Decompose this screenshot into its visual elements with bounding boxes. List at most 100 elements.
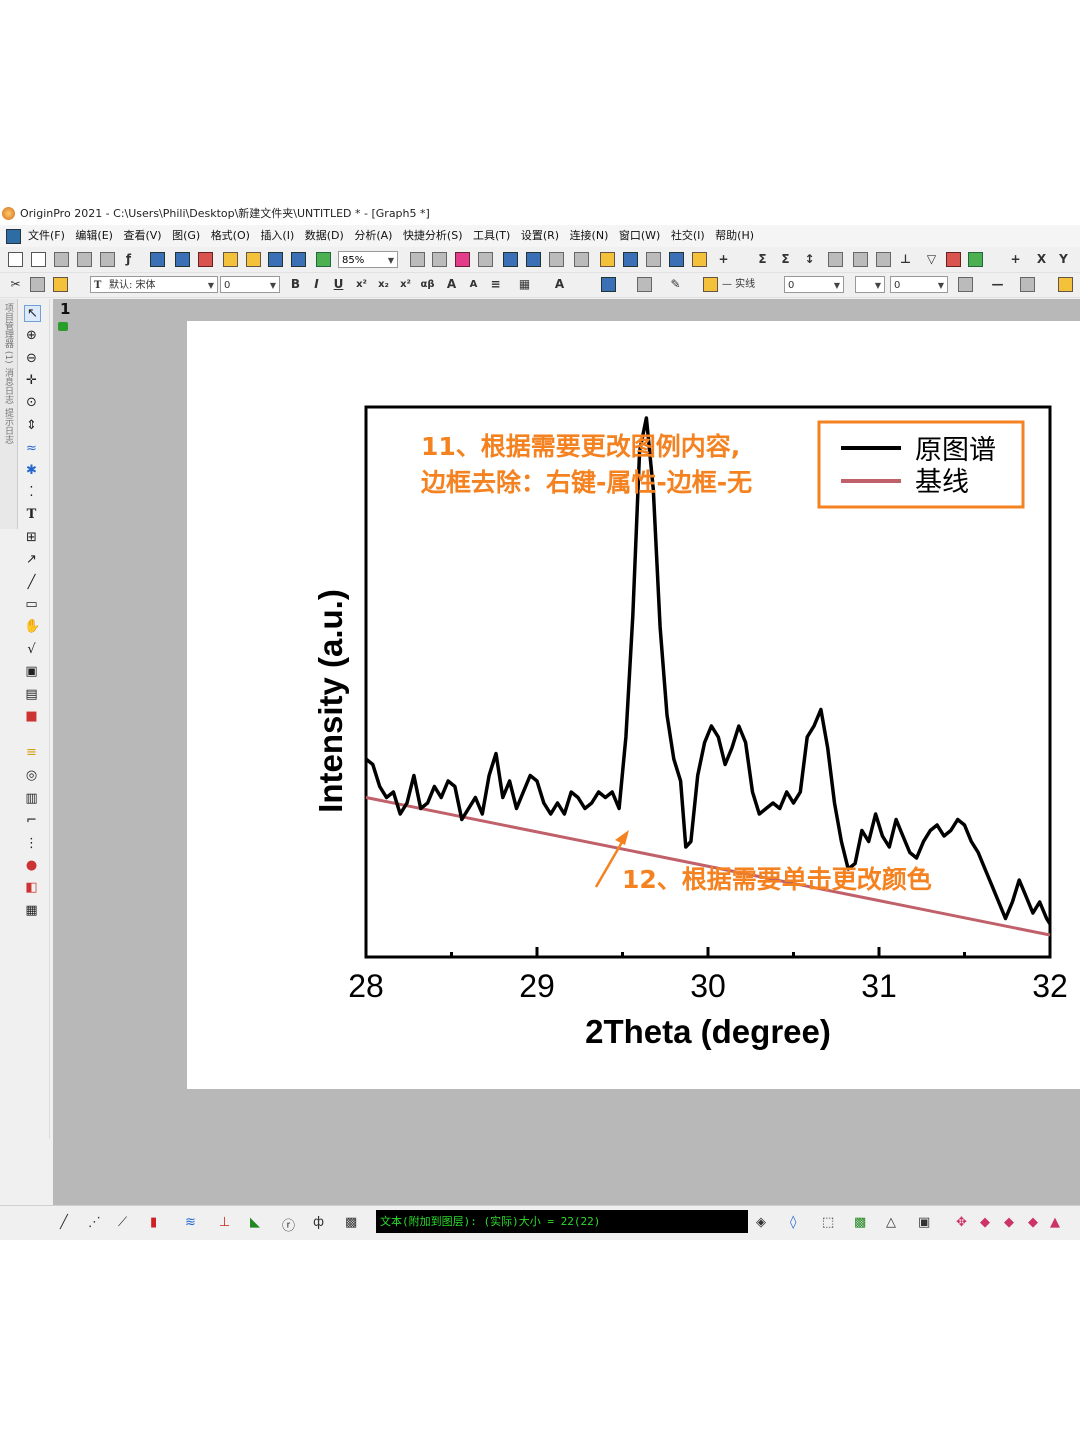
polar-plot-icon[interactable]: ⓡ xyxy=(282,1219,296,1234)
zoom-in-icon[interactable]: ⊕ xyxy=(26,328,37,343)
font-select[interactable]: T 默认: 宋体 ▼ xyxy=(90,276,218,293)
3d-plot-icon[interactable]: ◈ xyxy=(756,1215,766,1230)
menu-tools[interactable]: 工具(T) xyxy=(473,229,511,242)
line-tool-icon[interactable]: ╱ xyxy=(27,575,36,590)
scale-bar-icon[interactable]: ▥ xyxy=(25,791,38,806)
line-style-select[interactable]: — 实线 xyxy=(722,276,780,293)
cut-icon[interactable]: ✂ xyxy=(10,277,21,291)
sort-icon[interactable]: ↕ xyxy=(804,252,815,266)
copy-icon[interactable] xyxy=(30,277,45,292)
recalculate-icon[interactable] xyxy=(316,252,331,267)
image-plot-icon[interactable]: ▣ xyxy=(918,1215,931,1230)
insert-equation-icon[interactable]: √ xyxy=(27,642,36,657)
pattern-icon[interactable] xyxy=(637,277,652,292)
annotation-arrow[interactable] xyxy=(594,830,629,888)
insert-graph-icon[interactable]: ▣ xyxy=(25,664,38,679)
save-window-icon[interactable] xyxy=(291,252,306,267)
brightness-icon[interactable] xyxy=(703,277,718,292)
insert-image-icon[interactable]: ▤ xyxy=(25,687,38,702)
new-matrix-icon[interactable] xyxy=(77,252,92,267)
menu-view[interactable]: 查看(V) xyxy=(123,229,162,242)
add-column-icon[interactable]: + xyxy=(718,252,729,266)
clear-filter-icon[interactable] xyxy=(946,252,961,267)
italic-icon[interactable]: I xyxy=(314,277,319,291)
multi-curve-icon[interactable]: ≋ xyxy=(185,1215,196,1230)
print-icon[interactable] xyxy=(410,252,425,267)
new-project-icon[interactable] xyxy=(8,252,23,267)
new-notes-icon[interactable] xyxy=(175,252,190,267)
notes-icon[interactable] xyxy=(669,252,684,267)
tilt-icon[interactable]: ◆ xyxy=(1004,1215,1014,1230)
color-select[interactable]: ▼ xyxy=(855,276,885,293)
legend-box[interactable] xyxy=(817,420,1025,509)
fill-color-icon[interactable] xyxy=(601,277,616,292)
function-graph-icon[interactable]: ƒ xyxy=(125,252,132,266)
underline-icon[interactable]: U xyxy=(333,277,344,291)
series-baseline-line[interactable] xyxy=(365,796,1051,937)
data-selector-icon[interactable]: ⇕ xyxy=(26,418,37,433)
mask-points-icon[interactable]: ✱ xyxy=(26,463,37,478)
column-icon[interactable] xyxy=(478,252,493,267)
new-function-icon[interactable] xyxy=(198,252,213,267)
tree-icon[interactable]: ⊥ xyxy=(900,252,911,266)
rescale-icon[interactable]: ◧ xyxy=(25,880,38,895)
results-log-icon[interactable] xyxy=(526,252,541,267)
set-filter-icon[interactable] xyxy=(968,252,983,267)
regional-mask-icon[interactable]: ⁚ xyxy=(29,485,34,500)
subscript-icon[interactable]: x₂ xyxy=(378,279,389,290)
area-plot-icon[interactable]: ◣ xyxy=(250,1215,260,1230)
menu-graph[interactable]: 图(G) xyxy=(172,229,201,242)
screen-reader-icon[interactable]: ✛ xyxy=(26,373,37,388)
column-chart-icon[interactable] xyxy=(828,252,843,267)
messages-log-tab[interactable]: 消息日志 xyxy=(3,367,13,404)
greek-icon[interactable]: αβ xyxy=(420,279,435,290)
draw-data-icon[interactable]: ≈ xyxy=(26,441,37,456)
table-grid-icon[interactable]: ▦ xyxy=(25,903,38,918)
new-folder-icon[interactable] xyxy=(31,252,46,267)
open-template-icon[interactable] xyxy=(246,252,261,267)
lock-icon[interactable] xyxy=(58,322,68,331)
border-icon[interactable]: ▦ xyxy=(518,277,531,291)
menu-format[interactable]: 格式(O) xyxy=(210,229,250,242)
filter-icon[interactable]: ▽ xyxy=(926,252,937,266)
bar-chart-icon[interactable] xyxy=(853,252,868,267)
table-icon[interactable] xyxy=(646,252,661,267)
menu-window[interactable]: 窗口(W) xyxy=(618,229,661,242)
new-workbook-icon[interactable] xyxy=(54,252,69,267)
refresh-icon[interactable] xyxy=(432,252,447,267)
add-table-icon[interactable]: ⊞ xyxy=(26,530,37,545)
tilt-right-icon[interactable]: ◆ xyxy=(1028,1215,1038,1230)
menu-insert[interactable]: 插入(I) xyxy=(260,229,295,242)
peak-icon[interactable]: + xyxy=(1010,252,1021,266)
menu-help[interactable]: 帮助(H) xyxy=(715,229,755,242)
rotate-left-icon[interactable]: ◆ xyxy=(980,1215,990,1230)
find-icon[interactable] xyxy=(600,252,615,267)
x-column-icon[interactable]: X xyxy=(1036,252,1047,266)
layer-icon[interactable]: ⌐ xyxy=(26,813,37,828)
graph-page[interactable]: 28 29 30 31 32 Intensity (a.u.) 2Theta (degr… xyxy=(187,321,1080,1089)
font-size-select[interactable]: 0 ▼ xyxy=(220,276,280,293)
line-color-icon[interactable]: ✎ xyxy=(670,277,681,291)
template-icon[interactable]: ▩ xyxy=(345,1215,358,1230)
save-project-icon[interactable] xyxy=(268,252,283,267)
zoom-select[interactable]: 85% ▼ xyxy=(338,251,398,268)
color-scale-icon[interactable]: ≡ xyxy=(26,745,37,760)
line-symbol-icon[interactable]: ⟋ xyxy=(118,1215,128,1230)
hints-log-tab[interactable]: 提示日志 xyxy=(3,407,13,444)
pointer-icon[interactable]: ↖ xyxy=(24,305,41,322)
menu-edit[interactable]: 编辑(E) xyxy=(75,229,113,242)
stock-plot-icon[interactable]: ф xyxy=(313,1215,325,1230)
menu-analysis[interactable]: 分析(A) xyxy=(354,229,393,242)
supsub-icon[interactable]: x² xyxy=(400,279,411,290)
command-window-icon[interactable] xyxy=(549,252,564,267)
more-icon[interactable] xyxy=(1058,277,1073,292)
bubble-scale-icon[interactable]: ◎ xyxy=(25,768,38,783)
open-icon[interactable] xyxy=(223,252,238,267)
decrease-font-icon[interactable]: A xyxy=(469,279,478,290)
scatter-plot-icon[interactable]: ⋰ xyxy=(88,1215,101,1230)
grid-icon[interactable] xyxy=(1020,277,1035,292)
arrow-tool-icon[interactable]: ↗ xyxy=(26,552,37,567)
apps-icon[interactable] xyxy=(692,252,707,267)
annotation-11-line2[interactable]: 边框去除：右键-属性-边框-无 xyxy=(421,468,752,497)
text-tool-icon[interactable]: T xyxy=(26,507,37,522)
